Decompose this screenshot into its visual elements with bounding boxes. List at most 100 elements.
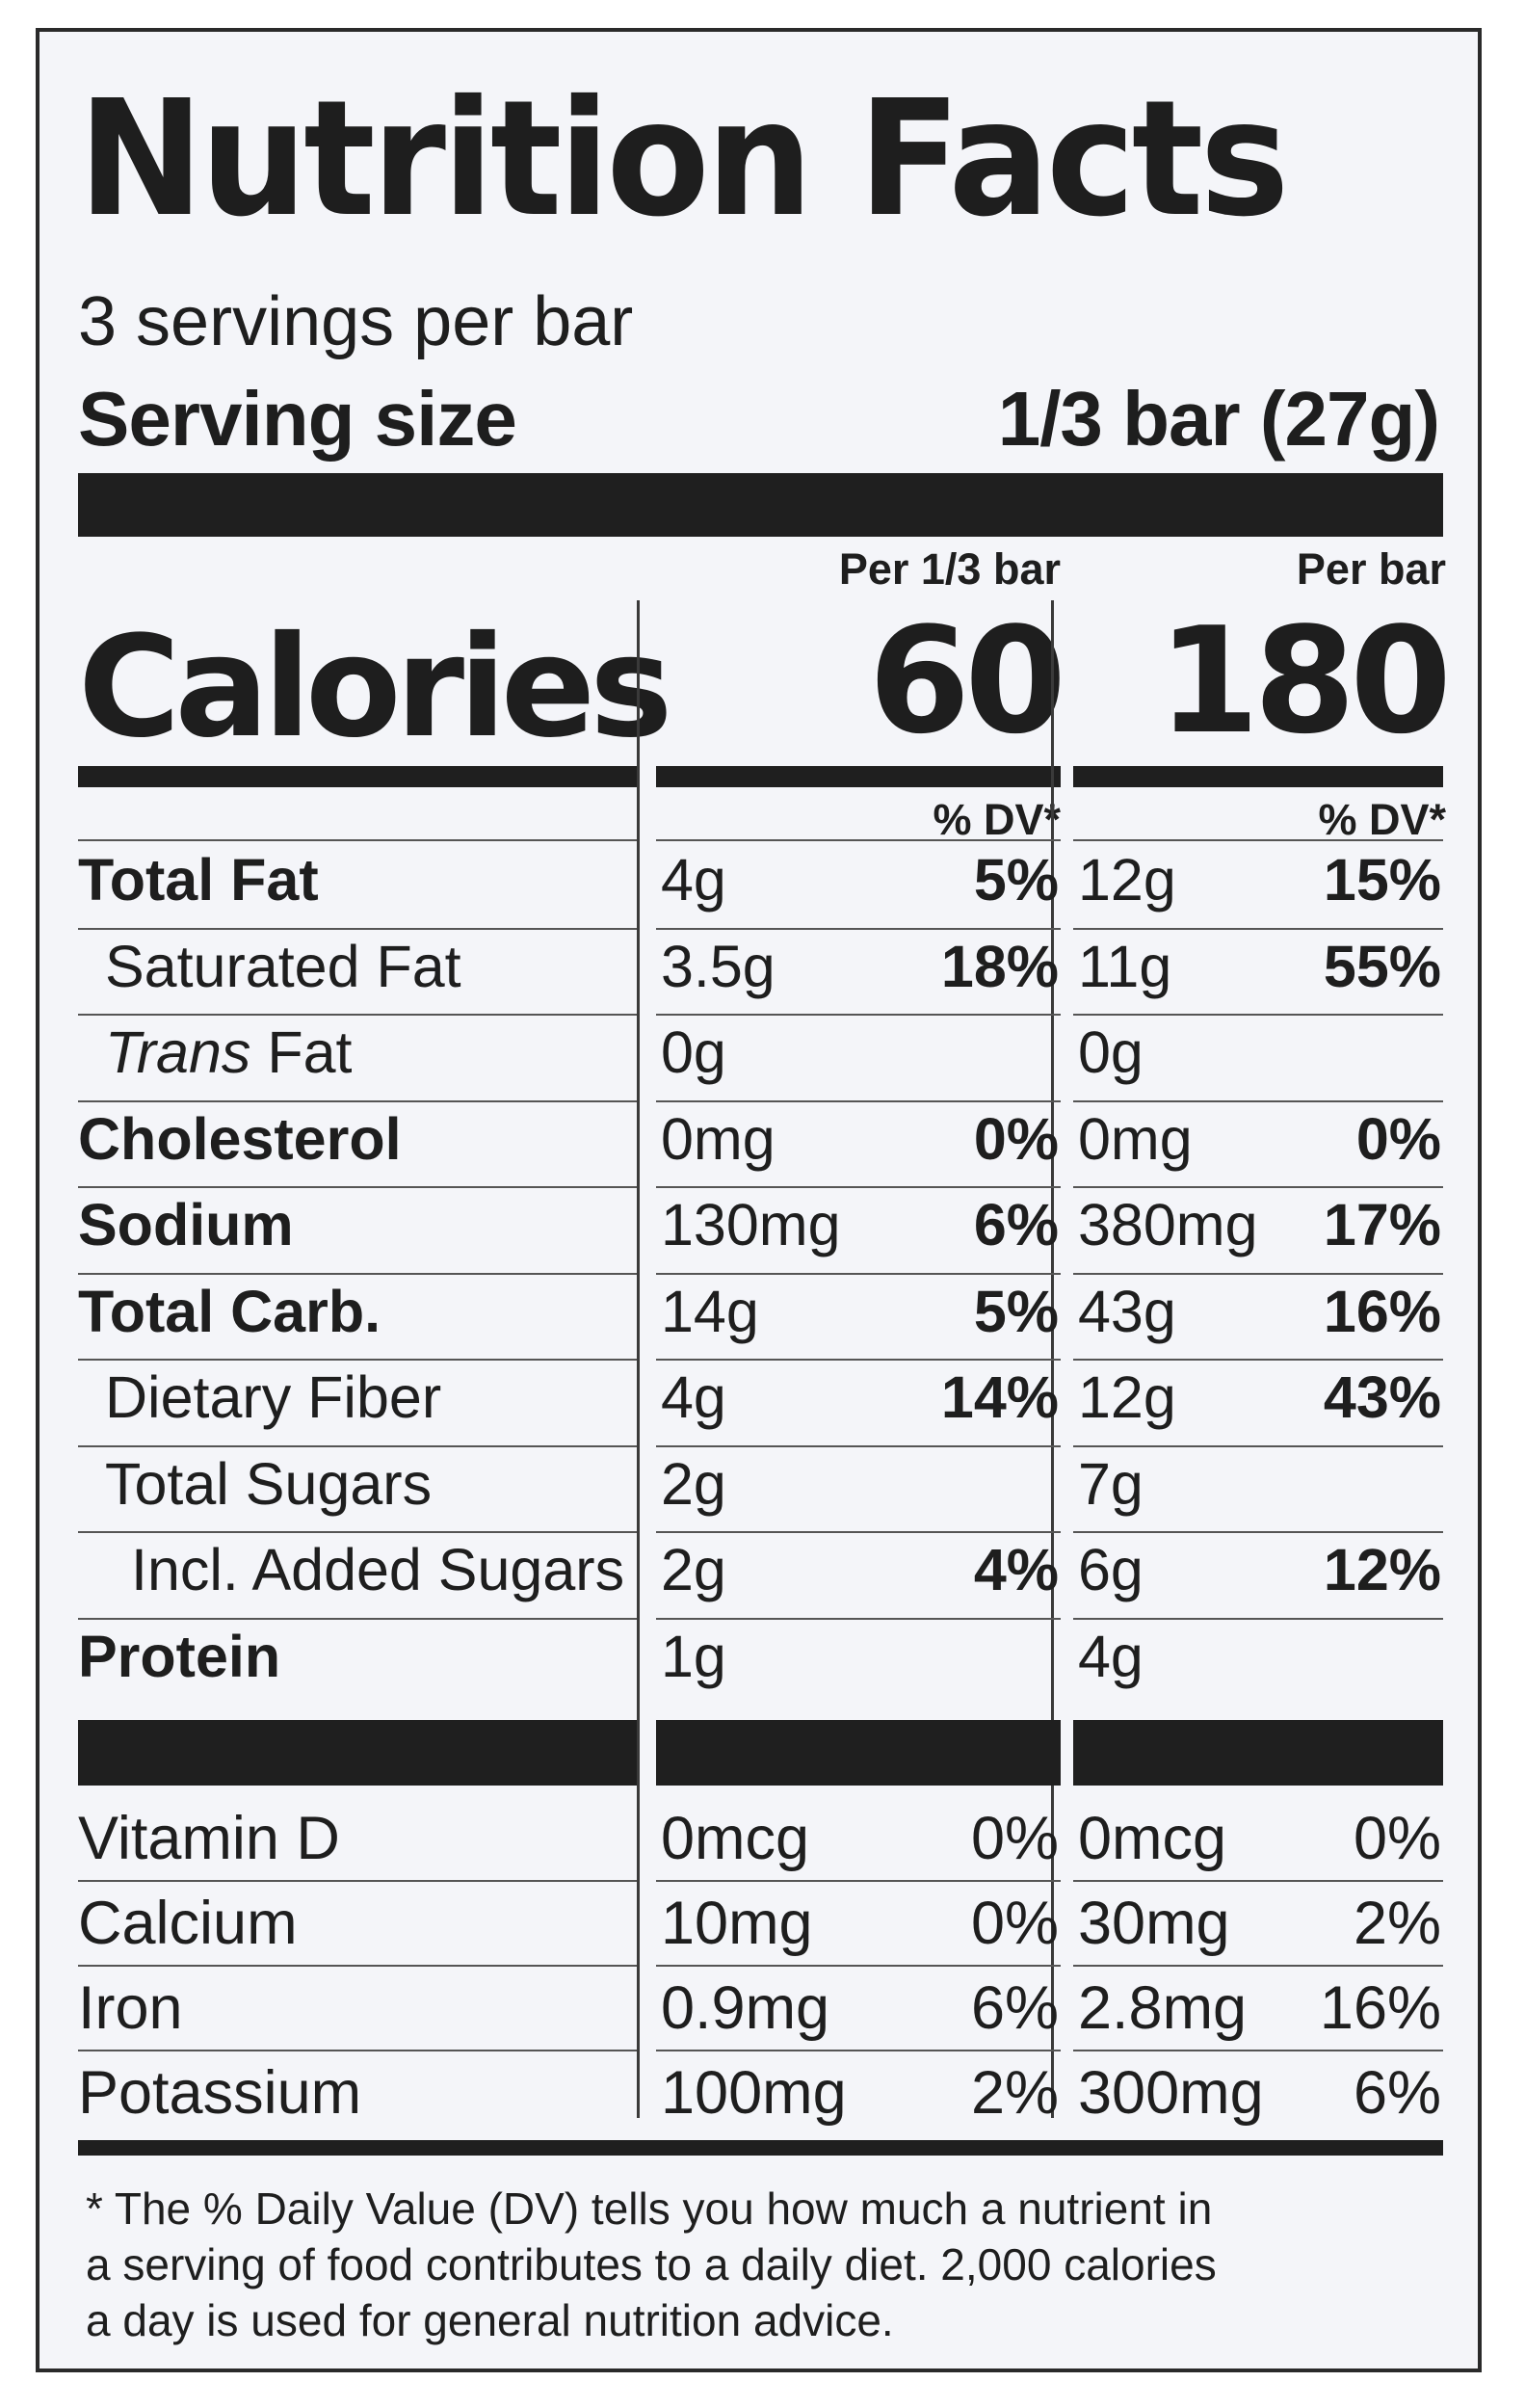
nutrient-dv: 5% — [973, 847, 1059, 913]
nutrient-dv: 0% — [973, 1105, 1059, 1172]
nutrient-name: Trans Fat — [105, 1023, 353, 1082]
vitamin-dv: 0% — [970, 1890, 1059, 1957]
nutrient-amount: 43g — [1078, 1278, 1176, 1344]
row-divider — [78, 1531, 637, 1533]
nutrient-name: Sodium — [78, 1192, 294, 1257]
row-divider — [78, 1617, 637, 1620]
column-separator-left — [637, 600, 640, 2118]
row-divider — [656, 1099, 1061, 1102]
row-divider — [78, 1272, 637, 1275]
vitamin-dv: 2% — [1353, 1890, 1441, 1957]
vitamin-name: Iron — [78, 1974, 183, 2042]
row-divider — [1073, 2050, 1443, 2051]
nutrient-name-italic: Trans — [105, 1019, 251, 1085]
row-divider — [656, 1272, 1061, 1275]
vitamin-amount: 2.8mg — [1078, 1974, 1248, 2042]
nutrient-amount: 1g — [661, 1623, 726, 1689]
nutrient-amount: 3.5g — [661, 933, 776, 999]
vitamin-name: Calcium — [78, 1890, 298, 1957]
nutrient-dv: 43% — [1323, 1364, 1441, 1430]
column-header-per-bar: Per bar — [1296, 544, 1446, 594]
calories-label: Calories — [78, 606, 672, 769]
serving-size-value: 1/3 bar (27g) — [997, 376, 1440, 462]
row-divider — [1073, 1014, 1443, 1016]
nutrient-dv: 55% — [1323, 933, 1441, 999]
servings-per-container: 3 servings per bar — [78, 283, 634, 360]
thick-divider-top — [78, 473, 1443, 537]
calories-divider-mid — [656, 766, 1061, 787]
vitamin-dv: 16% — [1319, 1974, 1441, 2042]
row-divider — [78, 1359, 637, 1361]
vitamin-amount: 10mg — [661, 1890, 813, 1957]
row-divider — [656, 1965, 1061, 1967]
row-divider — [656, 839, 1061, 841]
row-divider — [1073, 1880, 1443, 1882]
nutrient-dv: 18% — [940, 933, 1059, 999]
nutrient-amount: 4g — [661, 1364, 726, 1430]
column-header-per-serving: Per 1/3 bar — [838, 544, 1061, 594]
nutrient-amount: 4g — [1078, 1623, 1144, 1689]
row-divider — [78, 1099, 637, 1102]
row-divider — [1073, 1099, 1443, 1102]
row-divider — [656, 1186, 1061, 1188]
nutrient-amount: 4g — [661, 847, 726, 913]
row-divider — [1073, 1272, 1443, 1275]
nutrient-amount: 12g — [1078, 1364, 1176, 1430]
calories-per-bar: 180 — [1157, 595, 1452, 766]
row-divider — [1073, 1617, 1443, 1620]
row-divider — [1073, 1965, 1443, 1967]
row-divider — [656, 1617, 1061, 1620]
dv-header-per-serving: % DV* — [933, 795, 1061, 844]
row-divider — [1073, 1359, 1443, 1361]
nutrient-name: Total Carb. — [78, 1278, 381, 1344]
nutrient-dv: 6% — [973, 1192, 1059, 1257]
row-divider — [78, 927, 637, 930]
vitamin-amount: 300mg — [1078, 2059, 1264, 2127]
nutrient-dv: 14% — [940, 1364, 1059, 1430]
nutrition-facts-label: Nutrition Facts 3 servings per bar Servi… — [36, 28, 1482, 2372]
nutrient-amount: 0mg — [661, 1105, 776, 1172]
nutrient-amount: 11g — [1078, 933, 1172, 999]
nutrient-dv: 17% — [1323, 1192, 1441, 1257]
vitamin-dv: 6% — [970, 1974, 1059, 2042]
nutrient-name: Total Sugars — [105, 1450, 433, 1517]
nutrient-amount: 0g — [1078, 1019, 1144, 1085]
vitamin-dv: 0% — [1353, 1805, 1441, 1872]
nutrient-name: Incl. Added Sugars — [131, 1537, 625, 1602]
row-divider — [1073, 839, 1443, 841]
row-divider — [656, 1014, 1061, 1016]
nutrient-amount: 12g — [1078, 847, 1176, 913]
row-divider — [78, 1014, 637, 1016]
row-divider — [656, 927, 1061, 930]
nutrient-amount: 0mg — [1078, 1105, 1193, 1172]
row-divider — [1073, 1444, 1443, 1447]
nutrient-dv: 0% — [1355, 1105, 1441, 1172]
label-title: Nutrition Facts — [78, 66, 1289, 252]
calories-per-serving: 60 — [868, 595, 1066, 766]
nutrient-name: Cholesterol — [78, 1105, 402, 1172]
nutrient-name: Saturated Fat — [105, 933, 461, 999]
nutrient-amount: 6g — [1078, 1537, 1144, 1602]
vitamin-dv: 2% — [970, 2059, 1059, 2127]
nutrient-amount: 130mg — [661, 1192, 841, 1257]
nutrient-amount: 0g — [661, 1019, 726, 1085]
row-divider — [656, 1359, 1061, 1361]
nutrient-amount: 380mg — [1078, 1192, 1258, 1257]
nutrient-dv: 4% — [973, 1537, 1059, 1602]
footnote: * The % Daily Value (DV) tells you how m… — [86, 2183, 1217, 2345]
vitamin-name: Vitamin D — [78, 1805, 340, 1872]
nutrient-dv: 5% — [973, 1278, 1059, 1344]
calories-divider-right — [1073, 766, 1443, 787]
nutrient-name-rest: Fat — [250, 1019, 353, 1085]
vitamin-amount: 0.9mg — [661, 1974, 830, 2042]
vitamin-divider-mid — [656, 1720, 1061, 1786]
nutrient-dv: 12% — [1323, 1537, 1441, 1602]
row-divider — [1073, 1531, 1443, 1533]
row-divider — [1073, 927, 1443, 930]
nutrient-amount: 2g — [661, 1450, 726, 1517]
serving-size-label: Serving size — [78, 376, 517, 462]
dv-header-per-bar: % DV* — [1318, 795, 1446, 844]
vitamin-divider-right — [1073, 1720, 1443, 1786]
nutrient-name: Dietary Fiber — [105, 1364, 442, 1430]
calories-divider-left — [78, 766, 637, 787]
